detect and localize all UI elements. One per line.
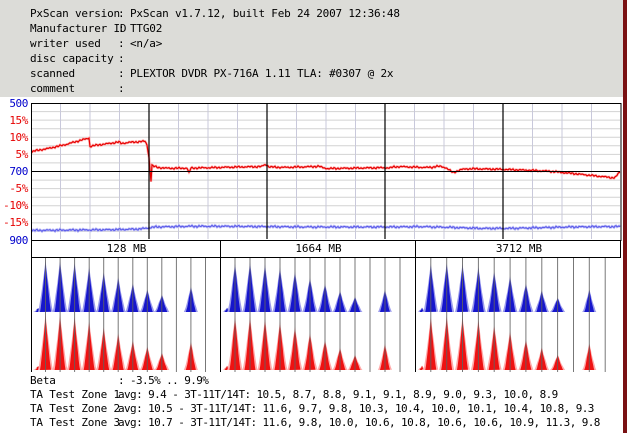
info-value: PLEXTOR DVDR PX-716A 1.11 TLA: #0307 @ 2… [130,67,394,80]
stat-value: avg: 9.4 - 3T-11T/14T: 10.5, 8.7, 8.8, 9… [118,388,558,401]
info-colon: : [118,7,125,20]
tracking-trace [31,224,621,233]
ta-histogram-panel [31,258,622,373]
info-value: TTG02 [130,22,163,35]
stat-row: TA Test Zone 2 avg: 10.5 - 3T-11T/14T: 11… [0,402,627,415]
scan-info-row: Manufacturer ID: TTG02 [0,22,620,35]
info-label: Manufacturer ID [30,22,127,35]
scan-info-row: disc capacity: [0,52,620,65]
stat-label: TA Test Zone 2 [30,402,120,415]
info-label: scanned [30,67,75,80]
right-edge-stripe [623,0,627,433]
stat-row: TA Test Zone 3 avg: 10.7 - 3T-11T/14T: 11… [0,416,627,429]
beta-tracking-chart [31,103,622,242]
info-colon: : [118,37,125,50]
zone-label: 128 MB [106,242,147,255]
zone-label-band: 128 MB 1664 MB 3712 MB [31,240,621,258]
scan-info-header: PxScan version: PxScan v1.7.12, built Feb… [0,0,627,97]
y-axis-tick-label: 900 [9,233,28,247]
y-axis-tick-label: -10% [3,199,28,213]
stat-value: avg: 10.7 - 3T-11T/14T: 11.6, 9.8, 10.0,… [118,416,600,429]
beta-trace [31,136,621,182]
info-label: PxScan version [30,7,120,20]
y-axis-tick-label: 500 [9,96,28,110]
scan-info-row: scanned: PLEXTOR DVDR PX-716A 1.11 TLA: #… [0,67,620,80]
info-colon: : [118,67,125,80]
stat-value: -3.5% .. 9.9% [130,374,209,387]
y-axis-tick-label: 10% [9,130,28,144]
scan-info-row: PxScan version: PxScan v1.7.12, built Feb… [0,7,620,20]
info-colon: : [118,52,125,65]
zone-divider [415,241,416,257]
y-axis-tick-label: 700 [9,165,28,178]
y-axis-tick-label: -15% [3,216,28,230]
stat-label: TA Test Zone 1 [30,388,120,401]
stat-row: TA Test Zone 1 avg: 9.4 - 3T-11T/14T: 10.… [0,388,627,401]
stat-row: Beta: -3.5% .. 9.9% [0,374,627,387]
stat-label: Beta [30,374,56,387]
zone-divider [220,241,221,257]
scan-info-row: writer used: <n/a> [0,37,620,50]
info-colon: : [118,22,125,35]
info-label: comment [30,82,75,95]
stat-colon: : [118,374,125,387]
y-axis-tick-label: 5% [15,147,29,161]
y-axis-tick-label: 15% [9,113,28,127]
info-label: disc capacity [30,52,114,65]
info-value: PxScan v1.7.12, built Feb 24 2007 12:36:… [130,7,400,20]
info-label: writer used [30,37,101,50]
y-axis-tick-label: -5% [9,182,28,196]
zone-label: 3712 MB [495,242,543,255]
zone-label: 1664 MB [295,242,342,255]
scan-info-row: comment: [0,82,620,95]
info-value: <n/a> [130,37,163,50]
stat-label: TA Test Zone 3 [30,416,120,429]
info-colon: : [118,82,125,95]
stat-value: avg: 10.5 - 3T-11T/14T: 11.6, 9.7, 9.8, … [118,402,594,415]
